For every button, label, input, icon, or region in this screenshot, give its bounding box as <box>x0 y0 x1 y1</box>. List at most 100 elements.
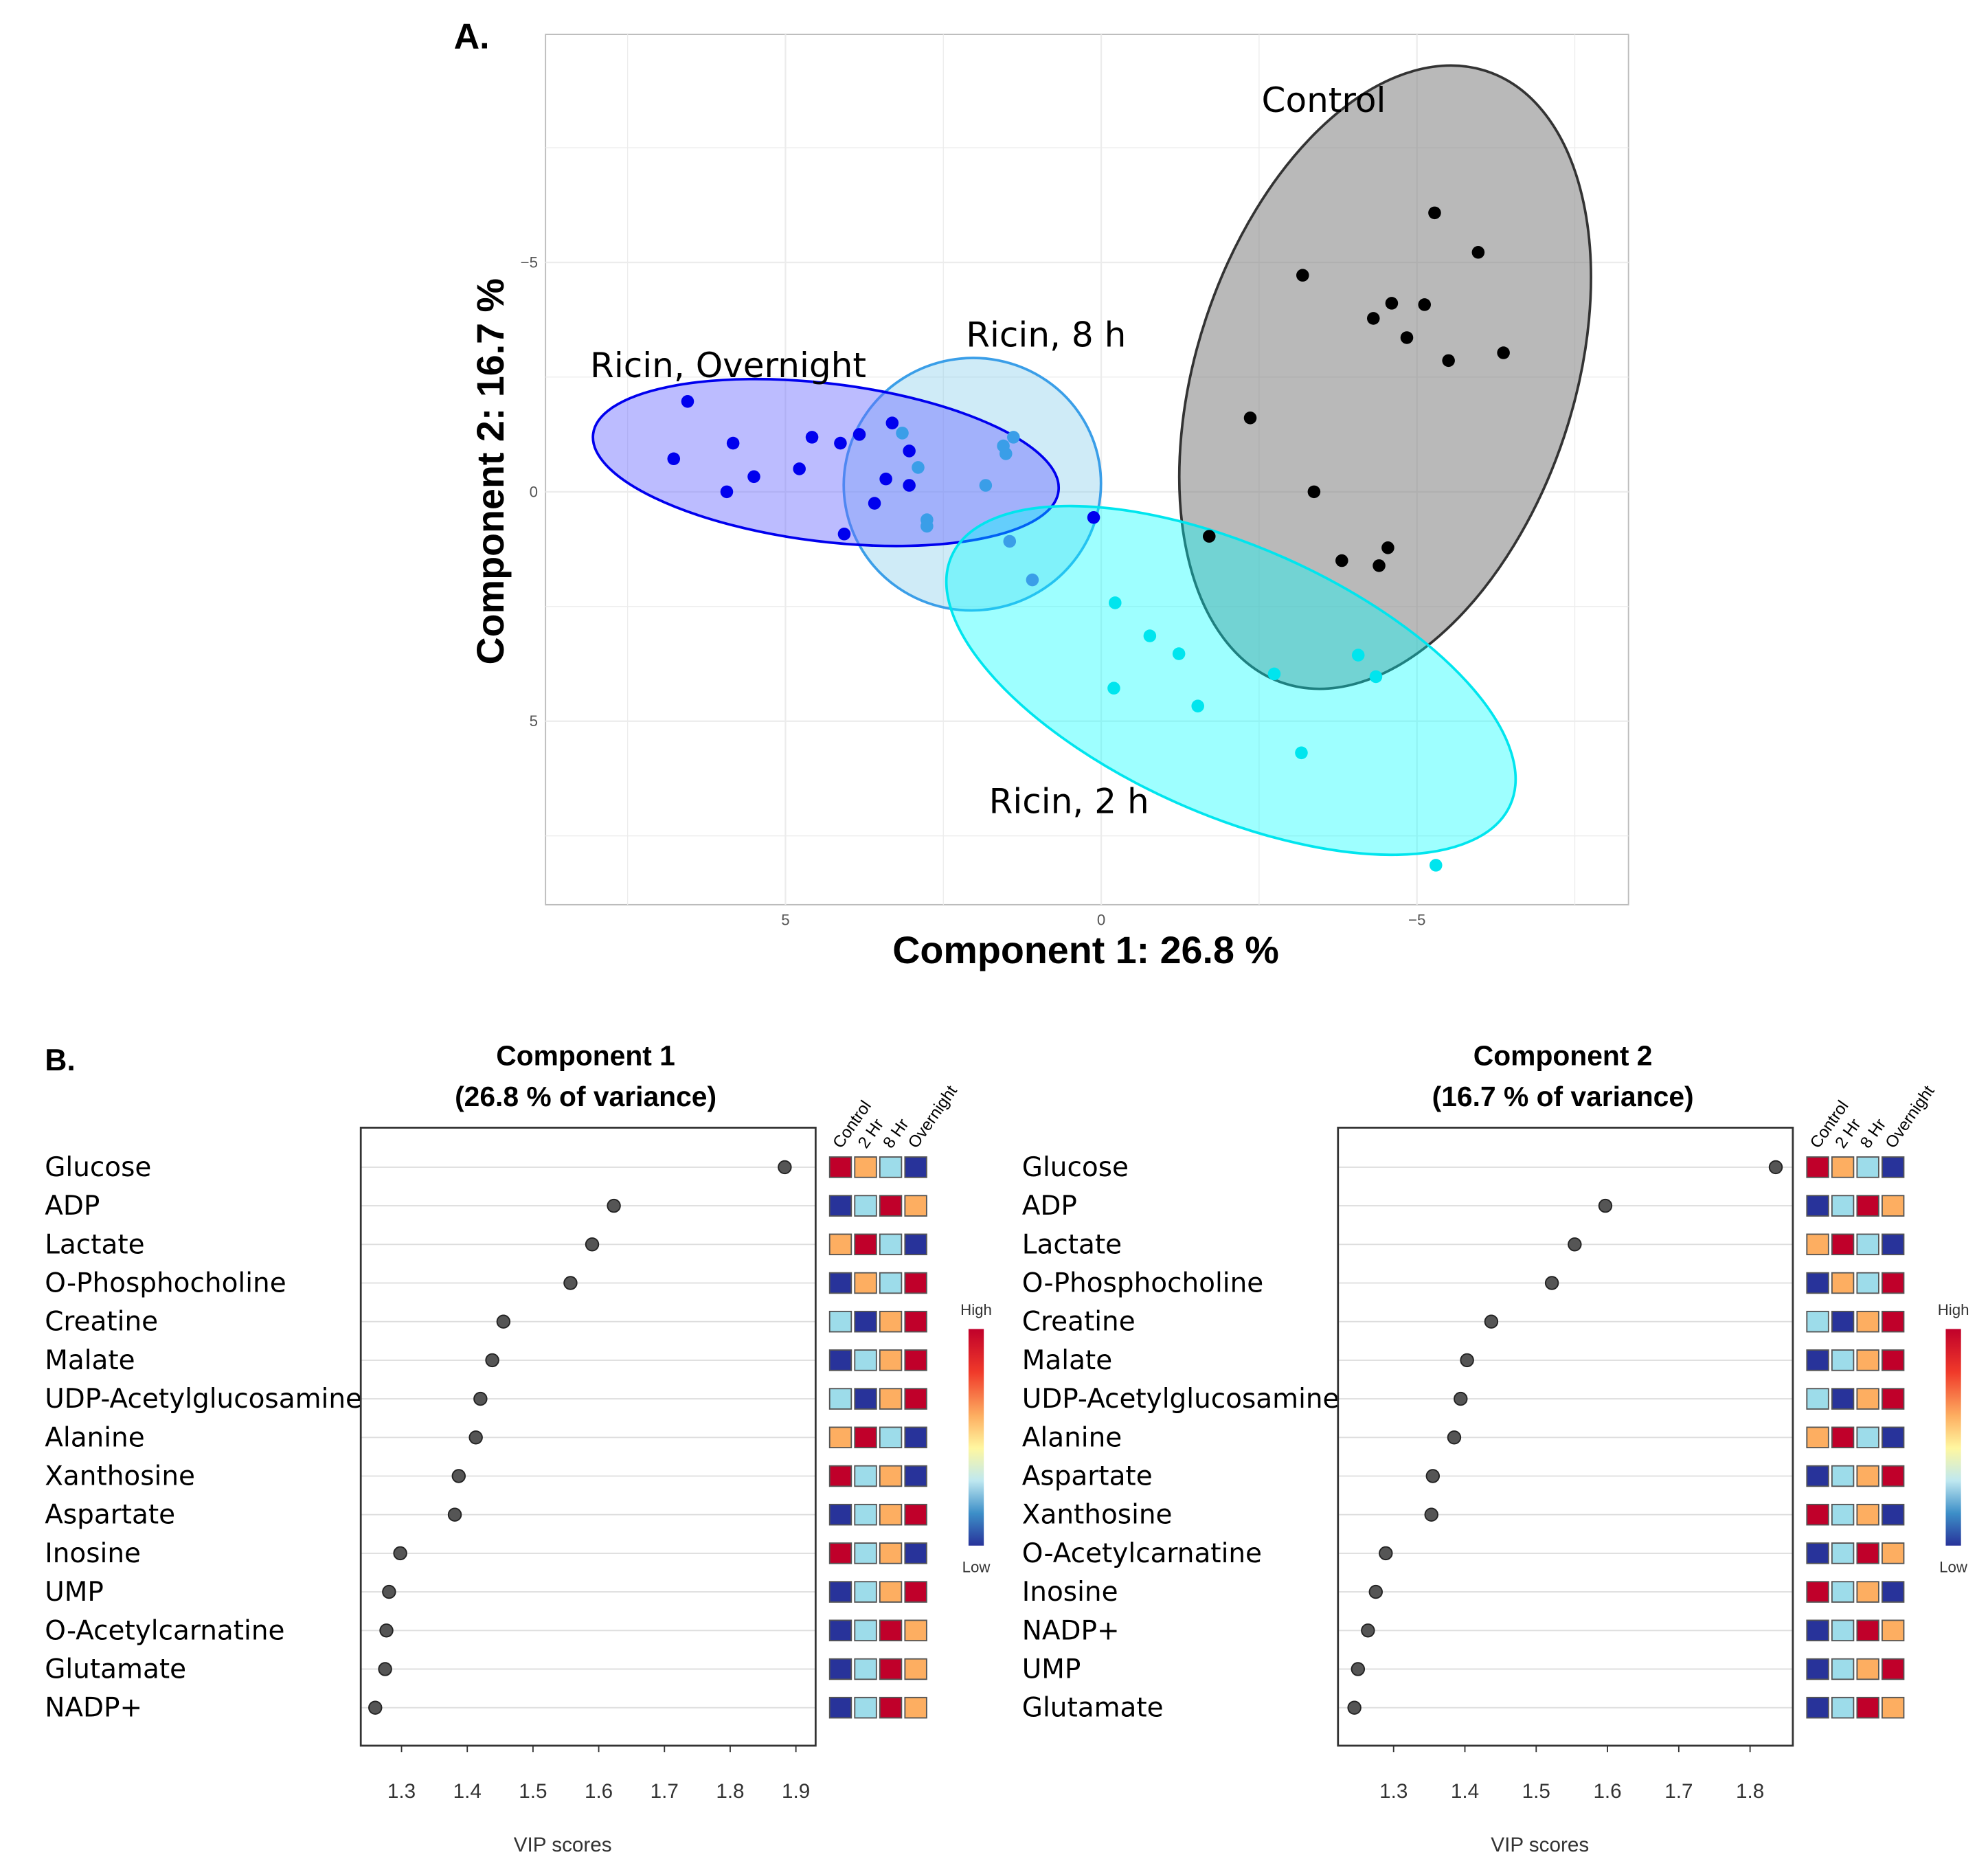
x-tick-label: 5 <box>781 912 789 929</box>
x-tick-label: 1.8 <box>1736 1780 1764 1803</box>
heatmap-cell <box>1856 1658 1879 1680</box>
heatmap-cell <box>1831 1542 1855 1564</box>
metabolite-label: Inosine <box>45 1538 141 1569</box>
plot-frame <box>359 1127 817 1747</box>
data-point <box>1107 682 1120 695</box>
metabolite-label: Xanthosine <box>45 1461 195 1492</box>
heatmap-cell <box>879 1233 903 1256</box>
metabolite-label: O-Phosphocholine <box>1022 1268 1263 1298</box>
heatmap-cell <box>854 1388 877 1410</box>
panel-label-a: A. <box>454 16 490 56</box>
data-point <box>852 428 866 441</box>
heatmap-cell <box>904 1619 927 1642</box>
heatmap-cell <box>828 1195 852 1217</box>
heatmap-cell <box>1831 1581 1855 1603</box>
vip-point <box>1598 1198 1613 1213</box>
heatmap-cell <box>1806 1156 1829 1178</box>
vip-point <box>1768 1160 1783 1175</box>
panel-label-b: B. <box>45 1044 75 1077</box>
metabolite-label: Glucose <box>45 1152 151 1183</box>
data-point <box>1295 746 1308 760</box>
vip-point <box>379 1623 394 1638</box>
vip-point <box>378 1662 392 1676</box>
x-tick-label: 0 <box>1097 912 1105 929</box>
heatmap-cell <box>1831 1465 1855 1487</box>
x-tick-label: 1.4 <box>453 1780 482 1803</box>
data-point <box>1471 245 1485 259</box>
heatmap-cell <box>879 1426 903 1449</box>
heatmap-cell <box>904 1388 927 1410</box>
group-label-2h: Ricin, 2 h <box>989 781 1149 821</box>
heatmap-cell <box>1881 1426 1905 1449</box>
heatmap-cell <box>1881 1349 1905 1371</box>
heatmap-cell <box>879 1581 903 1603</box>
x-tick-label: 1.7 <box>1664 1780 1693 1803</box>
heatmap-column-label: Overnight <box>905 1082 961 1151</box>
heatmap-cell <box>904 1233 927 1256</box>
vip-point <box>1424 1507 1438 1522</box>
y-tick-label: 0 <box>530 483 538 500</box>
heatmap-cell <box>854 1542 877 1564</box>
heatmap-cell <box>854 1658 877 1680</box>
colorbar <box>1945 1329 1961 1546</box>
metabolite-label: UDP-Acetylglucosamine <box>1022 1384 1340 1415</box>
heatmap-cell <box>1806 1388 1829 1410</box>
heatmap-cell <box>1856 1619 1879 1642</box>
vip-point <box>1347 1700 1362 1715</box>
heatmap-cell <box>828 1658 852 1680</box>
chart-title-line-2: (26.8 % of variance) <box>455 1081 716 1112</box>
data-point <box>1385 297 1399 310</box>
colorbar-low-label: Low <box>1939 1559 1968 1576</box>
heatmap-cell <box>904 1503 927 1526</box>
metabolite-label: Creatine <box>1022 1307 1136 1338</box>
heatmap-cell <box>1881 1310 1905 1333</box>
heatmap-cell <box>1881 1465 1905 1487</box>
data-point <box>1007 431 1020 444</box>
heatmap-cell <box>904 1465 927 1487</box>
heatmap-cell <box>828 1388 852 1410</box>
metabolite-label: Aspartate <box>1022 1461 1153 1492</box>
metabolite-label: NADP+ <box>1022 1615 1120 1646</box>
heatmap-cell <box>879 1310 903 1333</box>
heatmap-cell <box>1831 1388 1855 1410</box>
heatmap-cell <box>854 1310 877 1333</box>
metabolite-label: Alanine <box>45 1422 144 1453</box>
data-point <box>1418 298 1432 311</box>
heatmap-cell <box>1806 1465 1829 1487</box>
colorbar <box>968 1329 984 1546</box>
heatmap-cell <box>854 1619 877 1642</box>
data-point <box>1202 530 1216 543</box>
metabolite-label: Inosine <box>1022 1577 1118 1608</box>
heatmap-cell <box>828 1310 852 1333</box>
heatmap-cell <box>1831 1156 1855 1178</box>
colorbar-high-label: High <box>1938 1301 1969 1318</box>
heatmap-cell <box>854 1503 877 1526</box>
vip-point <box>1379 1546 1393 1561</box>
x-tick-label: 1.7 <box>651 1780 679 1803</box>
heatmap-cell <box>879 1272 903 1294</box>
heatmap-cell <box>1881 1542 1905 1564</box>
heatmap-cell <box>854 1156 877 1178</box>
heatmap-cell <box>1806 1272 1829 1294</box>
heatmap-cell <box>828 1349 852 1371</box>
vip-point <box>563 1276 578 1290</box>
data-point <box>1400 331 1414 344</box>
data-point <box>1373 559 1386 572</box>
metabolite-label: Alanine <box>1022 1422 1122 1453</box>
colorbar-high-label: High <box>960 1301 992 1318</box>
data-point <box>1430 859 1443 872</box>
heatmap-cell <box>904 1272 927 1294</box>
data-point <box>1351 649 1365 662</box>
vip-point <box>485 1353 499 1368</box>
heatmap-cell <box>904 1426 927 1449</box>
data-point <box>879 472 892 486</box>
vip-plot-component-2: Component 2 (16.7 % of variance) Glucose AD… <box>1022 1040 1969 1856</box>
heatmap-cell <box>1881 1581 1905 1603</box>
heatmap-cell <box>854 1426 877 1449</box>
heatmap-cell <box>854 1272 877 1294</box>
heatmap-cell <box>1856 1349 1879 1371</box>
data-point <box>903 445 916 458</box>
y-tick-label: 5 <box>530 712 538 730</box>
vip-point <box>1425 1469 1441 1483</box>
